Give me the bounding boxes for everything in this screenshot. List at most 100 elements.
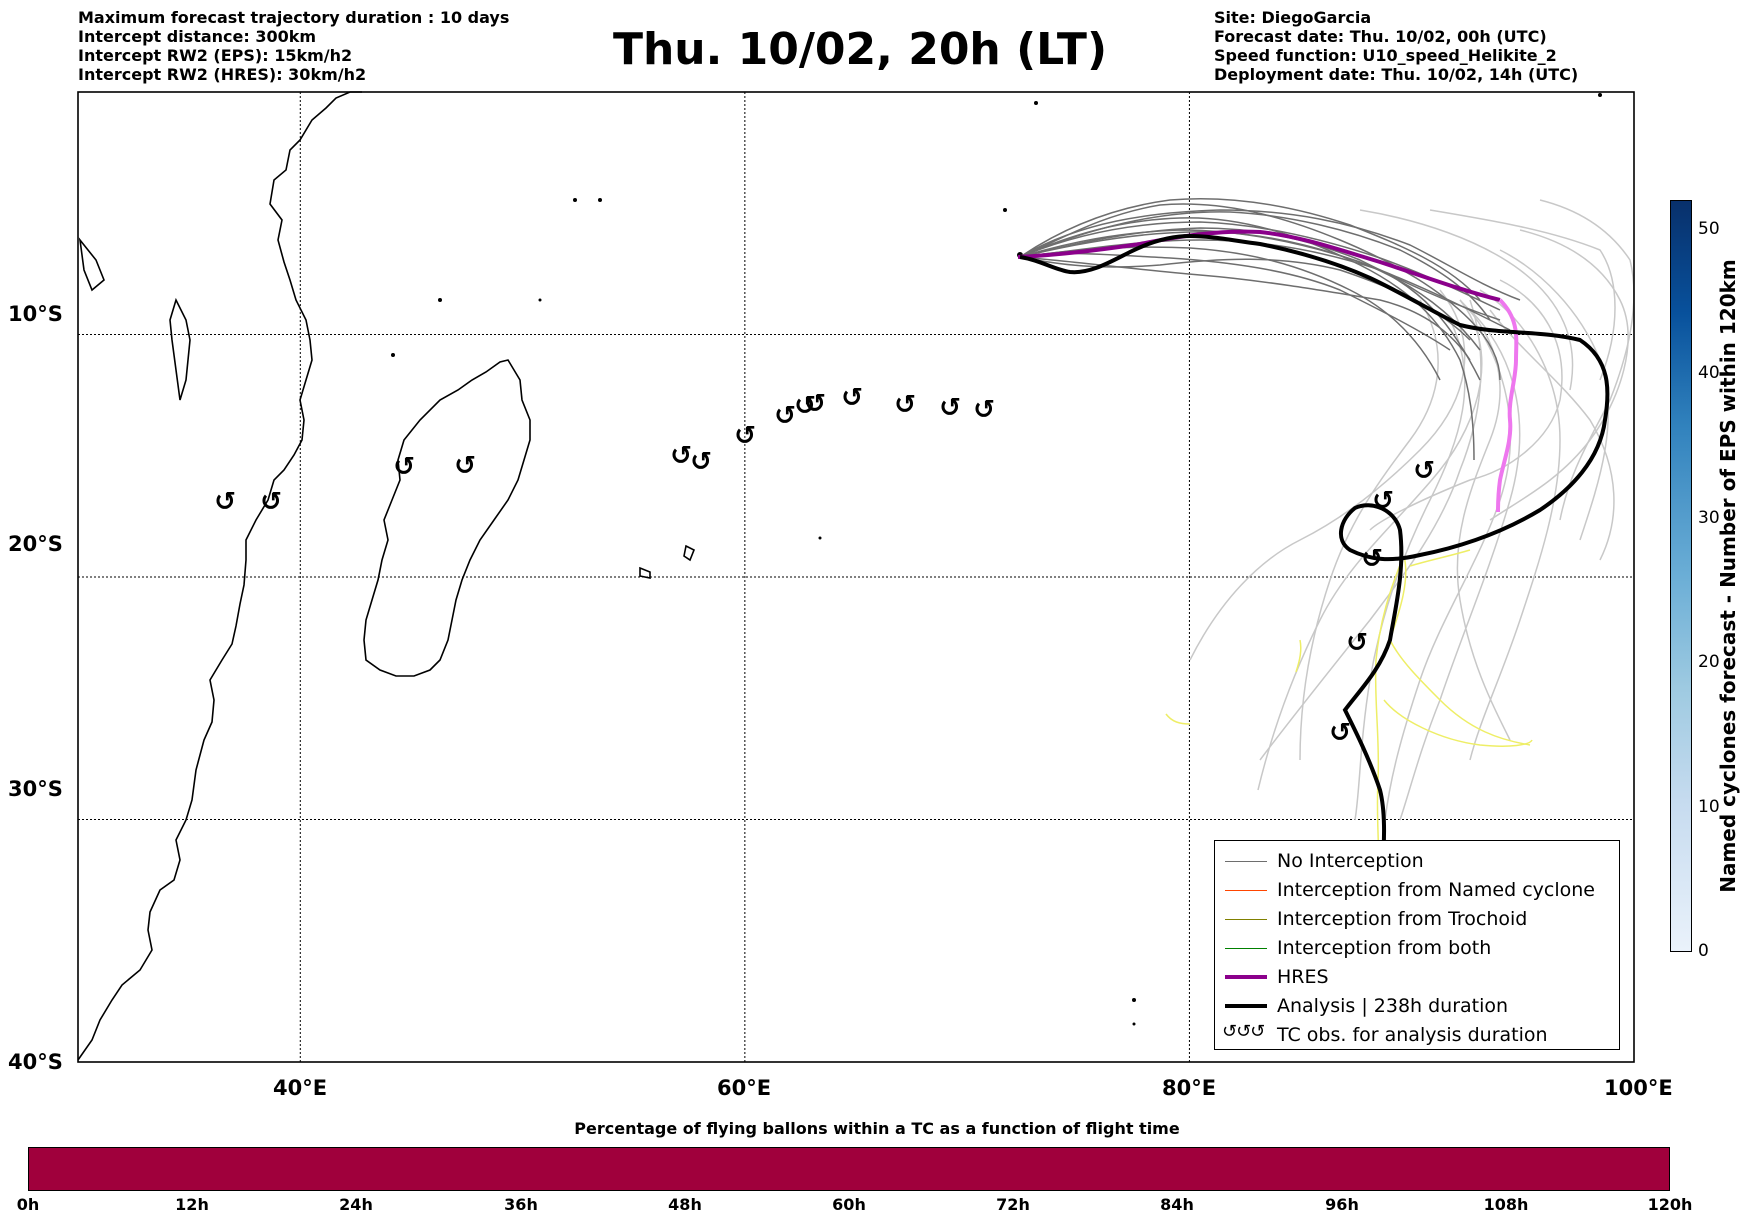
param-rw2-eps: Intercept RW2 (EPS): 15km/h2 xyxy=(78,46,353,65)
analysis-track xyxy=(1019,233,1610,866)
mozambique-channel-island xyxy=(169,297,191,401)
colorbar-tick: 40 xyxy=(1698,363,1720,383)
mauritius-island xyxy=(639,566,651,579)
eps-track xyxy=(1019,246,1441,381)
yellow-tracks xyxy=(1165,549,1533,871)
yellow-track xyxy=(1295,639,1302,673)
speed-function: Speed function: U10_speed_Helikite_2 xyxy=(1214,46,1557,65)
hour-tick: 84h xyxy=(1160,1195,1194,1214)
analysis-path xyxy=(1019,233,1610,866)
lat-label-20s: 20°S xyxy=(8,532,63,556)
tc-obs-icon: ↺ xyxy=(690,447,712,477)
eps-track xyxy=(1019,252,1451,351)
colorbar-tick: 0 xyxy=(1698,941,1709,961)
forecast-date: Forecast date: Thu. 10/02, 00h (UTC) xyxy=(1214,27,1547,46)
eps-track xyxy=(1019,229,1481,351)
island-dot xyxy=(1598,93,1602,97)
hres-track-early xyxy=(1017,229,1501,302)
island-dot xyxy=(1132,998,1136,1002)
tc-obs-icon: ↺ xyxy=(1346,628,1368,658)
hour-tick: 108h xyxy=(1483,1195,1529,1214)
island-dot xyxy=(1034,101,1038,105)
island-dot xyxy=(538,298,542,302)
hour-tick: 120h xyxy=(1647,1195,1693,1214)
deployment-date: Deployment date: Thu. 10/02, 14h (UTC) xyxy=(1214,65,1579,84)
legend-swatch xyxy=(1225,948,1267,949)
coastlines xyxy=(77,91,696,1061)
tc-obs-icon: ↺ xyxy=(1329,718,1351,748)
legend-swatch xyxy=(1225,861,1267,862)
flight-time-colorbar-title: Percentage of flying ballons within a TC… xyxy=(574,1119,1180,1138)
tc-obs-icon: ↺ xyxy=(454,451,476,481)
page-title: Thu. 10/02, 20h (LT) xyxy=(612,24,1108,75)
island-dot xyxy=(438,298,442,302)
yellow-track xyxy=(1409,549,1471,567)
ensemble-track xyxy=(1359,209,1574,391)
lake-outline xyxy=(78,237,105,292)
forecast-parameters: Maximum forecast trajectory duration : 1… xyxy=(78,8,509,84)
eps-track xyxy=(1019,211,1491,321)
eps-count-colorbar xyxy=(1670,200,1692,952)
tc-obs-icon: ↺ xyxy=(939,393,961,423)
island-dot xyxy=(818,536,822,540)
legend-swatch xyxy=(1225,919,1267,920)
param-intercept-distance: Intercept distance: 300km xyxy=(78,27,317,46)
eps-track xyxy=(1019,198,1481,301)
island-dot xyxy=(573,198,577,202)
eps-track xyxy=(1019,203,1501,381)
lon-label-80e: 80°E xyxy=(1162,1076,1217,1100)
flight-time-colorbar xyxy=(28,1147,1670,1191)
ensemble-track xyxy=(1489,309,1615,561)
lat-label-30s: 30°S xyxy=(8,777,63,801)
legend-label: TC obs. for analysis duration xyxy=(1277,1024,1548,1046)
tc-obs-icon: ↺ xyxy=(260,487,282,517)
africa-coast xyxy=(77,91,362,1061)
lon-label-100e: 100°E xyxy=(1604,1076,1673,1100)
legend-label: Interception from Trochoid xyxy=(1277,908,1528,930)
eps-track xyxy=(1019,239,1511,331)
tc-obs-icon: ↺ xyxy=(973,395,995,425)
colorbar-tick: 20 xyxy=(1698,652,1720,672)
tc-obs-icon: ↺ xyxy=(1361,544,1383,574)
site-name: Site: DiegoGarcia xyxy=(1214,8,1372,27)
legend-label: HRES xyxy=(1277,966,1329,988)
legend-item-trochoid: Interception from Trochoid xyxy=(1215,905,1619,933)
legend-label: Analysis | 238h duration xyxy=(1277,995,1509,1017)
lon-label-60e: 60°E xyxy=(717,1076,772,1100)
yellow-track xyxy=(1374,559,1403,871)
legend-swatch xyxy=(1225,1004,1267,1008)
tc-observations: ↺ ↺ ↺ ↺ ↺ ↺ ↺ ↺ ↺ ↺ ↺ ↺ ↺ ↺ ↺ ↺ ↺ ↺ ↺ xyxy=(214,383,1435,748)
lon-label-40e: 40°E xyxy=(273,1076,328,1100)
param-rw2-hres: Intercept RW2 (HRES): 30km/h2 xyxy=(78,65,367,84)
island-dot xyxy=(1132,1022,1136,1026)
madagascar-coast xyxy=(363,359,531,677)
tc-obs-icon: ↺ xyxy=(841,383,863,413)
graticule xyxy=(78,92,1634,1062)
lat-label-10s: 10°S xyxy=(8,302,63,326)
param-duration: Maximum forecast trajectory duration : 1… xyxy=(78,8,510,27)
tc-obs-icon: ↺ xyxy=(734,421,756,451)
hour-tick: 48h xyxy=(668,1195,702,1214)
tc-obs-icon: ↺ xyxy=(670,441,692,471)
legend-swatch xyxy=(1225,975,1267,979)
ensemble-track xyxy=(1489,229,1629,521)
hour-tick: 72h xyxy=(996,1195,1030,1214)
tc-obs-icon: ↺ xyxy=(794,391,816,421)
ensemble-track xyxy=(1259,299,1482,761)
hres-track xyxy=(1017,229,1519,513)
ensemble-faint-tracks xyxy=(1189,199,1635,821)
tc-obs-icon: ↺ xyxy=(804,389,826,419)
hour-tick: 24h xyxy=(339,1195,373,1214)
tc-obs-icon: ↺ xyxy=(393,452,415,482)
yellow-track xyxy=(1389,555,1531,746)
legend-label: Interception from both xyxy=(1277,937,1492,959)
no-interception-tracks xyxy=(1019,198,1521,461)
island-dot xyxy=(1003,208,1007,212)
legend: No Interception Interception from Named … xyxy=(1214,840,1620,1050)
colorbar-label: Named cyclones forecast - Number of EPS … xyxy=(1716,259,1740,893)
hres-track-late xyxy=(1496,298,1519,513)
hour-tick: 12h xyxy=(175,1195,209,1214)
yellow-track xyxy=(1165,713,1191,725)
map-frame xyxy=(77,91,1635,1063)
